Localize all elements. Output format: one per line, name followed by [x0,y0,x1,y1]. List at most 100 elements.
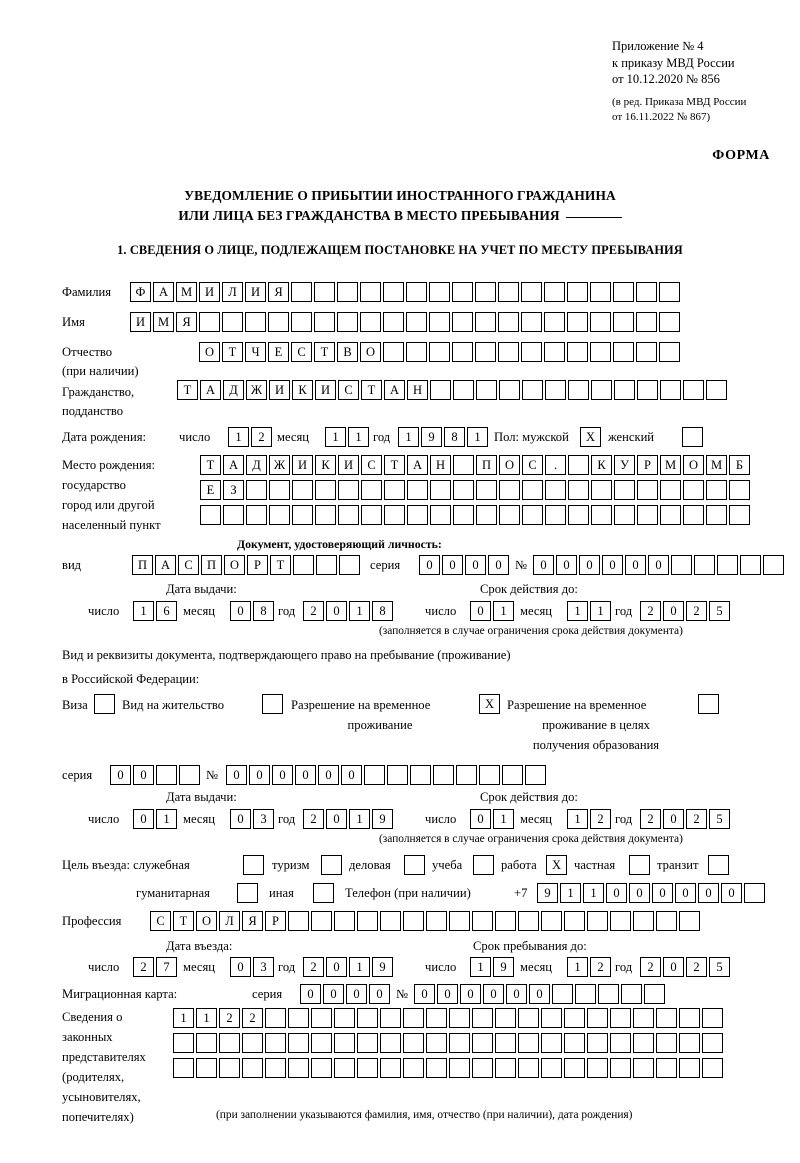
char-cell[interactable] [541,1033,562,1053]
char-cell[interactable] [544,282,565,302]
char-cell[interactable]: А [200,380,221,400]
char-cell[interactable] [426,911,447,931]
char-cell[interactable]: 0 [341,765,362,785]
char-cell[interactable]: 1 [398,427,419,447]
char-cell[interactable] [683,505,704,525]
char-cell[interactable]: 1 [349,601,370,621]
char-cell[interactable] [449,911,470,931]
char-cell[interactable] [522,505,543,525]
char-cell[interactable] [568,455,589,475]
char-cell[interactable]: У [614,455,635,475]
char-cell[interactable] [544,312,565,332]
char-cell[interactable] [453,505,474,525]
char-cell[interactable]: Ф [130,282,151,302]
char-cell[interactable] [587,911,608,931]
char-cell[interactable] [567,312,588,332]
char-cell[interactable] [525,765,546,785]
char-cell[interactable]: X [546,855,567,875]
char-cell[interactable] [311,1008,332,1028]
char-cell[interactable] [660,480,681,500]
char-cell[interactable]: В [337,342,358,362]
char-cell[interactable] [567,342,588,362]
char-cell[interactable] [694,555,715,575]
char-cell[interactable]: 2 [640,601,661,621]
char-cell[interactable] [702,1033,723,1053]
char-cell[interactable] [339,555,360,575]
char-cell[interactable] [614,480,635,500]
char-cell[interactable]: 9 [372,809,393,829]
char-cell[interactable]: И [199,282,220,302]
char-cell[interactable]: 8 [253,601,274,621]
char-cell[interactable] [360,282,381,302]
char-cell[interactable] [384,505,405,525]
legal-rep-row-3[interactable] [173,1058,723,1078]
char-cell[interactable]: 0 [663,957,684,977]
char-cell[interactable]: Я [268,282,289,302]
char-cell[interactable]: С [291,342,312,362]
char-cell[interactable] [321,855,342,875]
char-cell[interactable] [476,505,497,525]
char-cell[interactable] [173,1033,194,1053]
char-cell[interactable]: А [384,380,405,400]
char-cell[interactable]: 0 [625,555,646,575]
char-cell[interactable] [541,1008,562,1028]
char-cell[interactable] [587,1058,608,1078]
char-cell[interactable]: М [176,282,197,302]
char-cell[interactable]: 0 [470,809,491,829]
char-cell[interactable]: Л [219,911,240,931]
char-cell[interactable] [472,1008,493,1028]
visa-checkbox[interactable] [94,694,115,714]
char-cell[interactable]: Е [200,480,221,500]
char-cell[interactable] [291,312,312,332]
char-cell[interactable] [380,1008,401,1028]
char-cell[interactable]: О [199,342,220,362]
char-cell[interactable]: 0 [295,765,316,785]
char-cell[interactable] [564,911,585,931]
char-cell[interactable] [545,505,566,525]
char-cell[interactable] [179,765,200,785]
char-cell[interactable]: 0 [698,883,719,903]
char-cell[interactable] [568,480,589,500]
sex-female-checkbox[interactable] [682,427,703,447]
char-cell[interactable] [334,1008,355,1028]
char-cell[interactable]: 0 [230,809,251,829]
char-cell[interactable]: 0 [110,765,131,785]
char-cell[interactable] [338,480,359,500]
char-cell[interactable]: 1 [349,957,370,977]
char-cell[interactable]: М [153,312,174,332]
char-cell[interactable] [518,1033,539,1053]
char-cell[interactable]: X [479,694,500,714]
char-cell[interactable] [495,911,516,931]
char-cell[interactable] [292,505,313,525]
purpose-study-checkbox[interactable] [473,855,494,875]
char-cell[interactable]: 1 [196,1008,217,1028]
char-cell[interactable]: 2 [686,601,707,621]
char-cell[interactable] [246,505,267,525]
char-cell[interactable] [613,282,634,302]
char-cell[interactable]: 5 [709,957,730,977]
char-cell[interactable] [334,1033,355,1053]
purpose-private-checkbox[interactable] [629,855,650,875]
char-cell[interactable] [357,911,378,931]
char-cell[interactable] [403,1058,424,1078]
char-cell[interactable]: 7 [156,957,177,977]
char-cell[interactable] [591,380,612,400]
char-cell[interactable]: И [245,282,266,302]
char-cell[interactable] [708,855,729,875]
char-cell[interactable] [518,911,539,931]
char-cell[interactable]: 2 [303,809,324,829]
char-cell[interactable] [311,911,332,931]
char-cell[interactable] [541,911,562,931]
char-cell[interactable] [429,342,450,362]
char-cell[interactable] [636,282,657,302]
char-cell[interactable] [679,1033,700,1053]
char-cell[interactable]: Я [242,911,263,931]
